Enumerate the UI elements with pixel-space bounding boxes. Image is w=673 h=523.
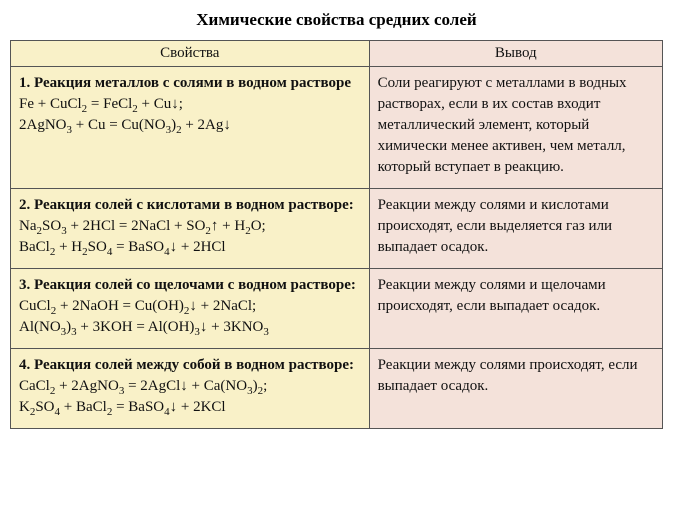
header-right: Вывод — [369, 41, 662, 67]
conclusion-cell: Соли реагируют с металлами в вод­ных рас… — [369, 67, 662, 189]
conclusion-cell: Реакции между солями происходят, если вы… — [369, 349, 662, 429]
property-cell: 3. Реакция солей со щелочами с водном ра… — [11, 269, 370, 349]
table-row: 4. Реакция солей между собой в водном ра… — [11, 349, 663, 429]
row-heading: 4. Реакция солей между собой в водном ра… — [19, 355, 361, 376]
property-cell: 1. Реакция металлов с солями в водном ра… — [11, 67, 370, 189]
table-row: 2. Реакция солей с кислотами в водном ра… — [11, 189, 663, 269]
equation: BaCl2 + H2SO4 = BaSO4↓ + 2HCl — [19, 237, 361, 258]
property-cell: 2. Реакция солей с кислотами в водном ра… — [11, 189, 370, 269]
equation: CaCl2 + 2AgNO3 = 2AgCl↓ + Ca(NO3)2; — [19, 376, 361, 397]
row-heading: 1. Реакция металлов с солями в водном ра… — [19, 73, 361, 94]
row-heading: 2. Реакция солей с кислотами в водном ра… — [19, 195, 361, 216]
equation: CuCl2 + 2NaOH = Cu(OH)2↓ + 2NaCl; — [19, 296, 361, 317]
equation: Fe + CuCl2 = FeCl2 + Cu↓; — [19, 94, 361, 115]
equation: K2SO4 + BaCl2 = BaSO4↓ + 2KCl — [19, 397, 361, 418]
page-title: Химические свойства средних солей — [10, 10, 663, 30]
equation: Al(NO3)3 + 3KOH = Al(OH)3↓ + 3KNO3 — [19, 317, 361, 338]
properties-table: Свойства Вывод 1. Реакция металлов с сол… — [10, 40, 663, 429]
equation: Na2SO3 + 2HCl = 2NaCl + SO2↑ + H2O; — [19, 216, 361, 237]
property-cell: 4. Реакция солей между собой в водном ра… — [11, 349, 370, 429]
row-heading: 3. Реакция солей со щелочами с водном ра… — [19, 275, 361, 296]
conclusion-cell: Реакции между солями и щелочами происход… — [369, 269, 662, 349]
table-row: 1. Реакция металлов с солями в водном ра… — [11, 67, 663, 189]
table-row: 3. Реакция солей со щелочами с водном ра… — [11, 269, 663, 349]
conclusion-cell: Реакции между солями и кислотами происхо… — [369, 189, 662, 269]
equation: 2AgNO3 + Cu = Cu(NO3)2 + 2Ag↓ — [19, 115, 361, 136]
header-left: Свойства — [11, 41, 370, 67]
